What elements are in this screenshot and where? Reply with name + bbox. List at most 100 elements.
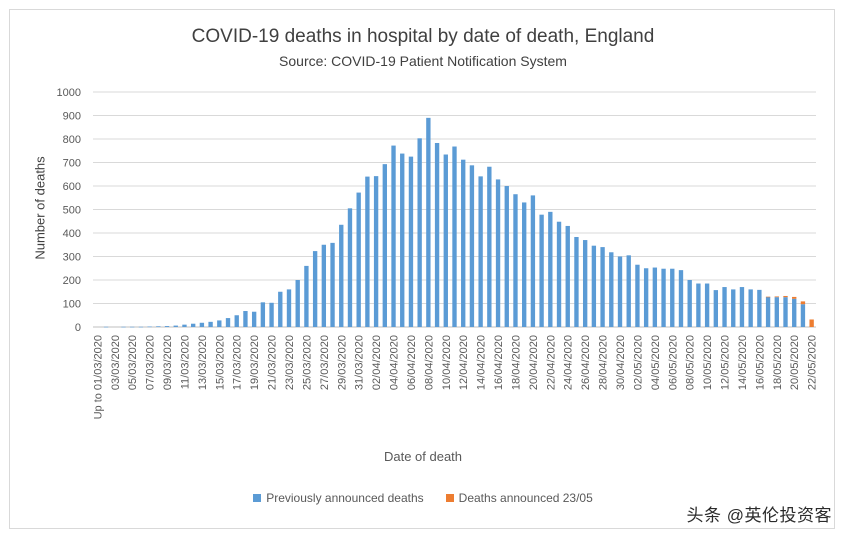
chart-frame bbox=[9, 9, 835, 529]
bar-previous bbox=[504, 186, 509, 327]
x-tick-label: 10/05/2020 bbox=[702, 335, 714, 390]
x-axis-label: Date of death bbox=[383, 449, 463, 464]
bar-previous bbox=[487, 166, 492, 327]
x-tick-label: 20/04/2020 bbox=[528, 335, 540, 390]
bar-previous bbox=[539, 214, 544, 327]
bar-previous bbox=[600, 247, 605, 327]
legend-label-announced: Deaths announced 23/05 bbox=[458, 491, 593, 505]
x-tick-label: 16/05/2020 bbox=[754, 335, 766, 390]
bar-previous bbox=[417, 138, 422, 327]
x-tick-label: 12/05/2020 bbox=[720, 335, 732, 390]
bar-previous bbox=[321, 244, 327, 327]
y-tick-label: 200 bbox=[63, 275, 81, 287]
chart-title: COVID-19 deaths in hospital by date of d… bbox=[191, 26, 655, 47]
bar-previous bbox=[138, 326, 144, 328]
x-tick-label: 06/05/2020 bbox=[667, 335, 679, 390]
bar-previous bbox=[304, 265, 309, 327]
bar-previous bbox=[173, 325, 178, 327]
bar-previous bbox=[783, 297, 788, 327]
legend-swatch-announced bbox=[445, 494, 454, 502]
y-tick-label: 300 bbox=[63, 252, 81, 264]
x-tick-label: 30/04/2020 bbox=[615, 335, 627, 390]
y-tick-label: 800 bbox=[63, 134, 81, 146]
y-tick-label: 1000 bbox=[57, 87, 81, 99]
x-tick-label: 19/03/2020 bbox=[249, 335, 261, 390]
bar-previous bbox=[678, 270, 684, 327]
x-tick-label: 21/03/2020 bbox=[267, 335, 279, 390]
bar-previous bbox=[356, 192, 361, 327]
bar-previous bbox=[704, 283, 710, 327]
x-tick-label: 07/03/2020 bbox=[145, 335, 157, 390]
legend-label-previous: Previously announced deaths bbox=[266, 491, 424, 505]
bar-announced bbox=[792, 296, 797, 299]
bar-previous bbox=[286, 289, 292, 327]
bar-previous bbox=[408, 156, 414, 327]
bar-previous bbox=[347, 208, 353, 327]
bar-previous bbox=[800, 304, 806, 327]
x-tick-label: 28/04/2020 bbox=[598, 335, 610, 390]
bar-previous bbox=[765, 296, 771, 327]
bar-previous bbox=[522, 202, 527, 327]
bar-previous bbox=[652, 267, 658, 327]
bar-previous bbox=[243, 311, 248, 327]
x-tick-label: 18/04/2020 bbox=[510, 335, 522, 390]
bar-previous bbox=[434, 142, 440, 327]
bar-previous bbox=[426, 117, 431, 327]
x-tick-label: 03/03/2020 bbox=[110, 335, 122, 390]
y-tick-label: 600 bbox=[63, 181, 81, 193]
watermark: 头条 @英伦投资客 bbox=[686, 506, 832, 525]
x-tick-label: 13/03/2020 bbox=[197, 335, 209, 390]
bar-previous bbox=[548, 211, 553, 327]
x-tick-label: 04/04/2020 bbox=[389, 335, 401, 390]
bar-previous bbox=[722, 287, 727, 327]
bar-previous bbox=[400, 153, 405, 327]
bar-previous bbox=[269, 302, 274, 327]
x-tick-label: 26/04/2020 bbox=[580, 335, 592, 390]
y-tick-label: 400 bbox=[63, 228, 81, 240]
bar-previous bbox=[748, 289, 753, 327]
bar-previous bbox=[103, 326, 109, 328]
x-tick-label: 24/04/2020 bbox=[563, 335, 575, 390]
bar-previous bbox=[312, 251, 318, 327]
y-tick-label: 900 bbox=[63, 111, 81, 123]
bar-previous bbox=[182, 324, 187, 327]
x-tick-label: 06/04/2020 bbox=[406, 335, 418, 390]
bar-previous bbox=[121, 326, 126, 328]
bar-previous bbox=[147, 326, 152, 328]
y-tick-label: 700 bbox=[63, 158, 81, 170]
bar-previous bbox=[774, 297, 779, 327]
x-tick-label: 02/05/2020 bbox=[632, 335, 644, 390]
x-tick-label: 08/04/2020 bbox=[423, 335, 435, 390]
x-tick-label: 18/05/2020 bbox=[772, 335, 784, 390]
bar-previous bbox=[513, 194, 518, 327]
bar-previous bbox=[330, 242, 335, 327]
bar-previous bbox=[687, 280, 692, 327]
bar-previous bbox=[156, 326, 161, 327]
legend-item-announced: Deaths announced 23/05 bbox=[445, 491, 593, 505]
x-tick-label: 02/04/2020 bbox=[371, 335, 383, 390]
bar-previous bbox=[530, 195, 536, 327]
x-tick-label: 14/04/2020 bbox=[476, 335, 488, 390]
bar-previous bbox=[373, 176, 379, 327]
bar-previous bbox=[164, 326, 170, 327]
bar-previous bbox=[461, 159, 466, 327]
legend-item-previous: Previously announced deaths bbox=[253, 491, 424, 505]
legend: Previously announced deaths Deaths annou… bbox=[0, 491, 846, 505]
bar-previous bbox=[635, 264, 640, 327]
x-tick-label: Up to 01/03/2020 bbox=[92, 335, 104, 419]
bar-previous bbox=[234, 315, 239, 327]
bar-previous bbox=[609, 252, 614, 327]
x-tick-label: 22/04/2020 bbox=[545, 335, 557, 390]
bar-previous bbox=[713, 290, 719, 327]
bar-previous bbox=[574, 236, 579, 327]
x-tick-label: 17/03/2020 bbox=[232, 335, 244, 390]
bar-announced bbox=[765, 296, 771, 298]
bar-previous bbox=[130, 326, 135, 328]
bar-previous bbox=[696, 283, 701, 327]
bar-previous bbox=[565, 225, 570, 327]
bar-previous bbox=[469, 165, 475, 327]
x-tick-label: 16/04/2020 bbox=[493, 335, 505, 390]
x-tick-label: 05/03/2020 bbox=[127, 335, 139, 390]
bar-previous bbox=[591, 245, 597, 327]
